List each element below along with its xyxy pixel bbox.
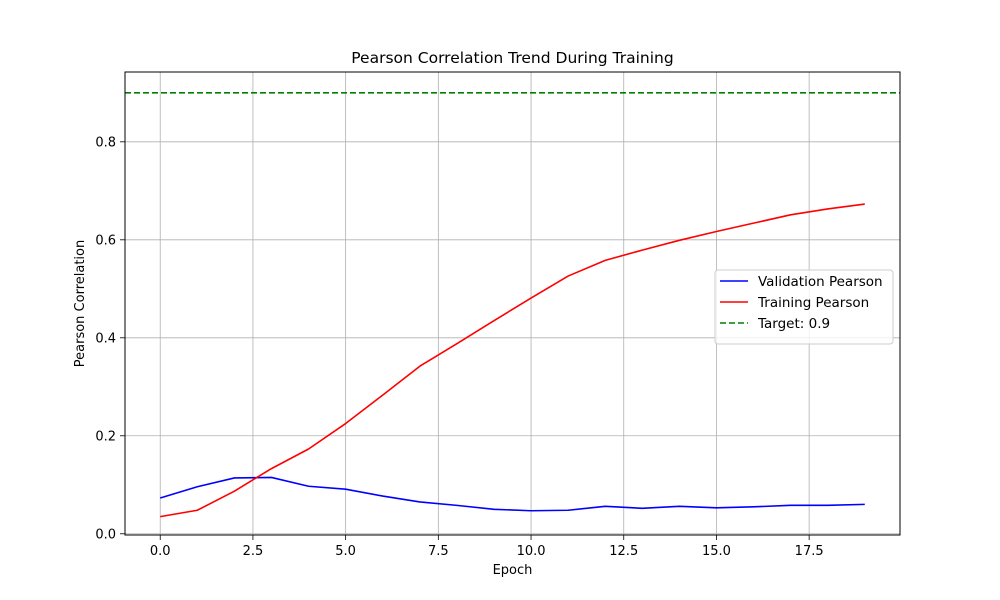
x-tick-label: 12.5 <box>609 544 638 559</box>
legend-box <box>714 269 894 345</box>
x-tick-label: 0.0 <box>150 544 171 559</box>
x-tick-label: 7.5 <box>428 544 449 559</box>
x-axis-label: Epoch <box>493 563 533 578</box>
x-tick-label: 15.0 <box>702 544 731 559</box>
x-tick-label: 5.0 <box>335 544 356 559</box>
legend-label: Validation Pearson <box>758 274 883 290</box>
training-pearson-line <box>160 203 865 518</box>
y-tick-label: 0.4 <box>95 331 116 346</box>
y-tick-label: 0.6 <box>95 233 116 248</box>
y-axis-label: Pearson Correlation <box>73 240 88 367</box>
ticks: 0.0 2.5 5.0 7.5 10.0 12.5 15.0 17.5 0.0 0.2 0.4 0.6… <box>95 135 823 559</box>
x-tick-label: 2.5 <box>243 544 264 559</box>
x-tick-label: 10.0 <box>517 544 546 559</box>
plot-area <box>125 92 900 518</box>
validation-pearson-line <box>159 476 865 512</box>
plot-frame <box>124 71 901 536</box>
y-tick-label: 0.8 <box>95 135 116 150</box>
chart-title: Pearson Correlation Trend During Trainin… <box>351 49 673 67</box>
legend-label: Target: 0.9 <box>757 316 830 332</box>
y-tick-label: 0.0 <box>95 527 116 542</box>
legend: Validation Pearson Training Pearson Target… <box>714 269 894 345</box>
x-tick-label: 17.5 <box>795 544 824 559</box>
y-tick-label: 0.2 <box>95 429 116 444</box>
legend-label: Training Pearson <box>757 295 869 311</box>
